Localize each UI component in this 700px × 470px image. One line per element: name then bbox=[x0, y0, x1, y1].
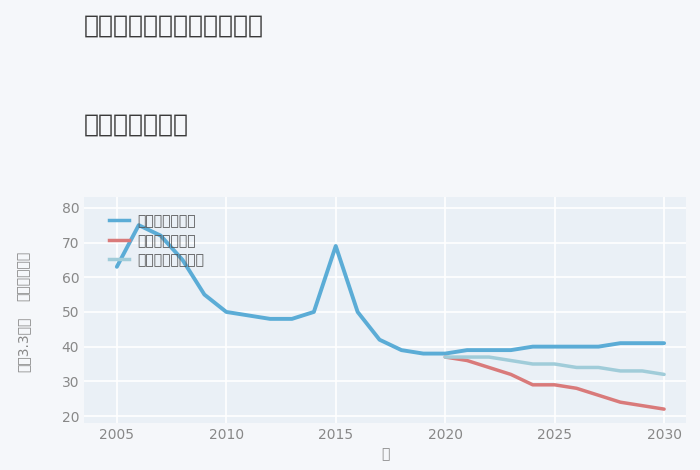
Text: 土地の価格推移: 土地の価格推移 bbox=[84, 113, 189, 137]
Text: 坪（3.3㎡）: 坪（3.3㎡） bbox=[17, 316, 31, 372]
Text: 兵庫県神崎郡福崎町福田の: 兵庫県神崎郡福崎町福田の bbox=[84, 14, 264, 38]
Text: 単価（万円）: 単価（万円） bbox=[17, 251, 31, 301]
Legend: グッドシナリオ, バッドシナリオ, ノーマルシナリオ: グッドシナリオ, バッドシナリオ, ノーマルシナリオ bbox=[103, 209, 210, 273]
X-axis label: 年: 年 bbox=[381, 447, 389, 462]
